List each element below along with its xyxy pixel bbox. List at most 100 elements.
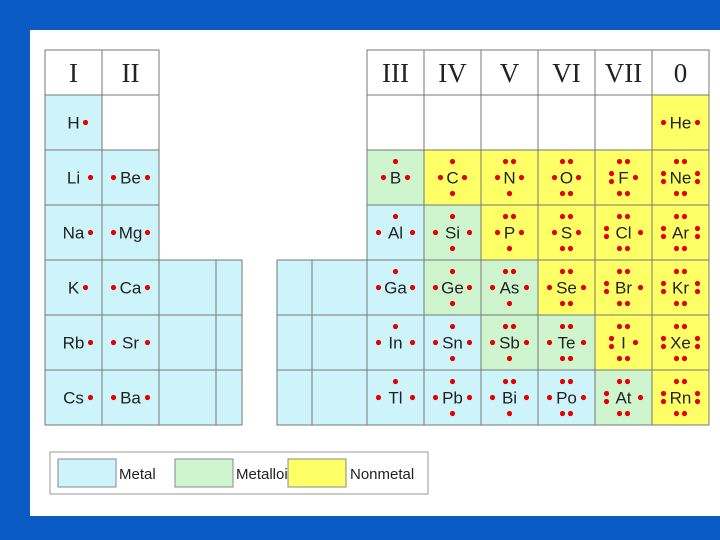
valence-electron-dot <box>603 233 610 240</box>
element-symbol: Ge <box>441 279 464 298</box>
transition-metal-cell <box>158 369 217 426</box>
valence-electron-dot <box>409 284 416 291</box>
valence-electron-dot <box>694 398 701 405</box>
valence-electron-dot <box>546 394 553 401</box>
valence-electron-dot <box>637 229 644 236</box>
valence-electron-dot <box>673 190 680 197</box>
valence-electron-dot <box>673 213 680 220</box>
valence-electron-dot <box>82 119 89 126</box>
valence-electron-dot <box>624 245 631 252</box>
valence-electron-dot <box>660 335 667 342</box>
valence-electron-dot <box>624 268 631 275</box>
group-header-label: 0 <box>674 58 688 88</box>
valence-electron-dot <box>144 339 151 346</box>
element-cell-as: As <box>480 259 539 316</box>
valence-electron-dot <box>380 174 387 181</box>
element-cell-p: P <box>480 204 539 261</box>
element-symbol: N <box>503 169 515 188</box>
element-cell-h: H <box>44 94 103 151</box>
element-symbol: B <box>390 169 401 188</box>
valence-electron-dot <box>449 323 456 330</box>
element-cell-rb: Rb <box>44 314 103 371</box>
element-cell-al: Al <box>366 204 425 261</box>
valence-electron-dot <box>392 213 399 220</box>
group-header-label: IV <box>438 58 467 88</box>
valence-electron-dot <box>449 355 456 362</box>
valence-electron-dot <box>523 284 530 291</box>
valence-electron-dot <box>409 339 416 346</box>
valence-electron-dot <box>608 178 615 185</box>
valence-electron-dot <box>637 394 644 401</box>
valence-electron-dot <box>673 300 680 307</box>
valence-electron-dot <box>523 339 530 346</box>
element-symbol: H <box>67 114 79 133</box>
valence-electron-dot <box>559 213 566 220</box>
valence-electron-dot <box>567 410 574 417</box>
valence-electron-dot <box>489 339 496 346</box>
element-symbol: At <box>615 389 631 408</box>
valence-electron-dot <box>660 233 667 240</box>
transition-metal-cell <box>158 259 217 316</box>
valence-electron-dot <box>681 378 688 385</box>
valence-electron-dot <box>510 158 517 165</box>
element-cell-kr: Kr <box>651 259 710 316</box>
valence-electron-dot <box>551 229 558 236</box>
transition-metal-cell <box>158 314 217 371</box>
element-symbol: Mg <box>119 224 143 243</box>
element-symbol: O <box>560 169 573 188</box>
group-header: VII <box>594 49 653 96</box>
element-cell-po: Po <box>537 369 596 426</box>
element-cells: H He Li Be B C N O F Ne Na Mg Al Si P S Cl Ar K Ca Ga Ge As Se B… <box>44 94 710 426</box>
group-header: VI <box>537 49 596 96</box>
group-header-label: III <box>382 58 409 88</box>
empty-cell <box>101 94 160 151</box>
valence-electron-dot <box>694 119 701 126</box>
valence-electron-dot <box>432 229 439 236</box>
element-cell-sr: Sr <box>101 314 160 371</box>
slide-canvas: I II III IV V VI VII 0 H He Li Be B C N O F Ne Na Mg Al Si P S… <box>30 30 720 516</box>
legend-swatch <box>174 458 234 488</box>
valence-electron-dot <box>660 288 667 295</box>
element-symbol: Tl <box>388 389 402 408</box>
group-header-label: VII <box>605 58 642 88</box>
element-symbol: Br <box>615 279 632 298</box>
valence-electron-dot <box>506 190 513 197</box>
valence-electron-dot <box>673 323 680 330</box>
valence-electron-dot <box>502 158 509 165</box>
valence-electron-dot <box>518 174 525 181</box>
empty-cell <box>366 94 425 151</box>
legend: Metal Metalloid Nonmetal <box>49 451 429 495</box>
element-cell-sn: Sn <box>423 314 482 371</box>
element-symbol: F <box>618 169 628 188</box>
valence-electron-dot <box>523 394 530 401</box>
element-symbol: Po <box>556 389 577 408</box>
element-symbol: Cs <box>63 389 84 408</box>
valence-electron-dot <box>466 394 473 401</box>
valence-electron-dot <box>110 174 117 181</box>
element-symbol: S <box>561 224 572 243</box>
valence-electron-dot <box>660 170 667 177</box>
transition-block-cells <box>158 259 368 426</box>
transition-metal-cell <box>311 314 368 371</box>
element-symbol: Li <box>67 169 80 188</box>
element-cell-sb: Sb <box>480 314 539 371</box>
valence-electron-dot <box>694 225 701 232</box>
valence-electron-dot <box>449 378 456 385</box>
element-cell-i: I <box>594 314 653 371</box>
valence-electron-dot <box>449 300 456 307</box>
empty-cell <box>480 94 539 151</box>
valence-electron-dot <box>694 233 701 240</box>
element-cell-cs: Cs <box>44 369 103 426</box>
valence-electron-dot <box>449 410 456 417</box>
element-symbol: Sr <box>122 334 139 353</box>
element-cell-pb: Pb <box>423 369 482 426</box>
group-header-label: VI <box>552 58 581 88</box>
element-symbol: C <box>446 169 458 188</box>
valence-electron-dot <box>660 119 667 126</box>
valence-electron-dot <box>494 229 501 236</box>
element-symbol: Na <box>63 224 85 243</box>
valence-electron-dot <box>375 284 382 291</box>
element-symbol: Rn <box>670 389 692 408</box>
group-header: III <box>366 49 425 96</box>
valence-electron-dot <box>681 355 688 362</box>
